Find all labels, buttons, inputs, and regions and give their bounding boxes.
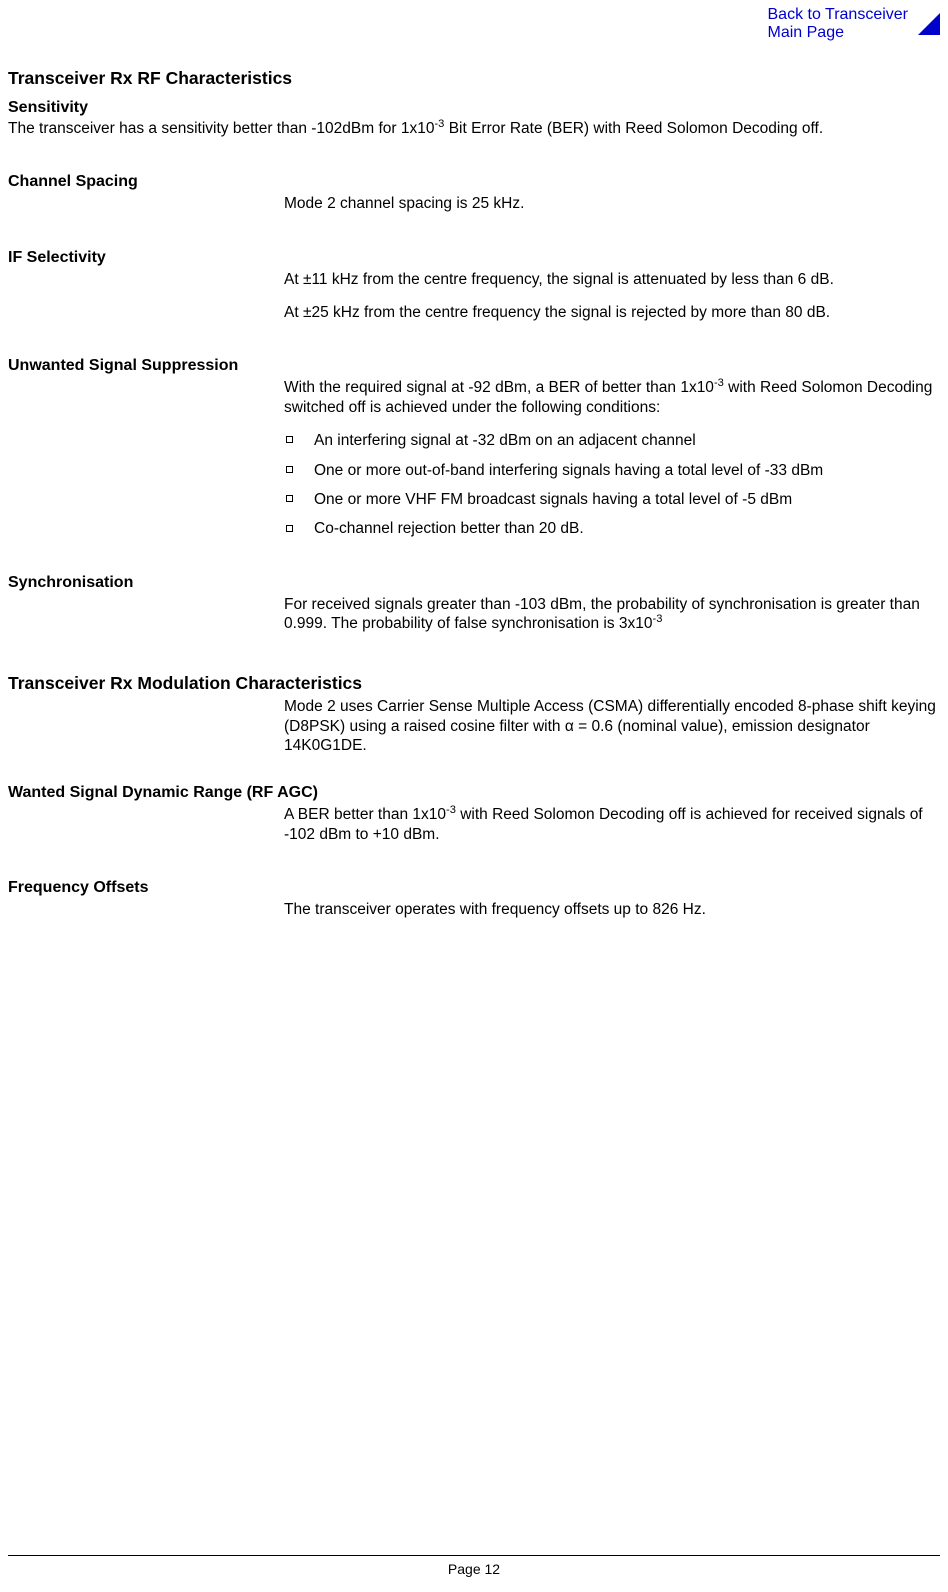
heading-frequency-offsets: Frequency Offsets — [8, 878, 940, 898]
if-selectivity-p2: At ±25 kHz from the centre frequency the… — [284, 303, 940, 322]
uss-intro-sup: -3 — [714, 377, 724, 389]
back-arrow-icon[interactable] — [918, 13, 940, 35]
uss-intro-pre: With the required signal at -92 dBm, a B… — [284, 379, 714, 396]
wsdr-block: Wanted Signal Dynamic Range (RF AGC) — [8, 783, 940, 803]
uss-list: An interfering signal at -32 dBm on an a… — [284, 431, 940, 539]
list-item: One or more VHF FM broadcast signals hav… — [284, 490, 940, 509]
channel-spacing-text: Mode 2 channel spacing is 25 kHz. — [284, 194, 940, 213]
section-rx-modulation-title: Transceiver Rx Modulation Characteristic… — [8, 673, 940, 695]
if-selectivity-p1: At ±11 kHz from the centre frequency, th… — [284, 270, 940, 289]
list-item: An interfering signal at -32 dBm on an a… — [284, 431, 940, 450]
sync-text: For received signals greater than -103 d… — [284, 595, 940, 634]
document-page: Back to Transceiver Main Page Transceive… — [0, 0, 948, 1592]
back-to-transceiver-link[interactable]: Back to Transceiver Main Page — [768, 6, 909, 43]
modulation-text: Mode 2 uses Carrier Sense Multiple Acces… — [284, 697, 940, 755]
heading-wsdr: Wanted Signal Dynamic Range (RF AGC) — [8, 784, 318, 801]
heading-channel-spacing: Channel Spacing — [8, 172, 940, 192]
heading-synchronisation: Synchronisation — [8, 573, 940, 593]
sensitivity-text-pre: The transceiver has a sensitivity better… — [8, 120, 434, 137]
page-number: Page 12 — [0, 1561, 948, 1579]
list-item: One or more out-of-band interfering sign… — [284, 461, 940, 480]
wsdr-text: A BER better than 1x10-3 with Reed Solom… — [284, 805, 940, 844]
sensitivity-text: The transceiver has a sensitivity better… — [8, 119, 940, 138]
wsdr-sup: -3 — [446, 804, 456, 816]
wsdr-text-pre: A BER better than 1x10 — [284, 806, 446, 823]
list-item: Co-channel rejection better than 20 dB. — [284, 519, 940, 538]
section-rx-rf-title: Transceiver Rx RF Characteristics — [8, 68, 940, 90]
heading-if-selectivity: IF Selectivity — [8, 248, 940, 268]
sync-text-pre: For received signals greater than -103 d… — [284, 596, 920, 632]
sensitivity-text-post: Bit Error Rate (BER) with Reed Solomon D… — [444, 120, 823, 137]
sync-sup: -3 — [653, 613, 663, 625]
footer-divider — [8, 1555, 940, 1556]
heading-sensitivity: Sensitivity — [8, 98, 940, 118]
frequency-offsets-text: The transceiver operates with frequency … — [284, 900, 940, 919]
heading-unwanted-signal-suppression: Unwanted Signal Suppression — [8, 356, 940, 376]
back-link-container: Back to Transceiver Main Page — [768, 6, 941, 43]
uss-intro: With the required signal at -92 dBm, a B… — [284, 378, 940, 417]
sensitivity-sup: -3 — [434, 118, 444, 130]
